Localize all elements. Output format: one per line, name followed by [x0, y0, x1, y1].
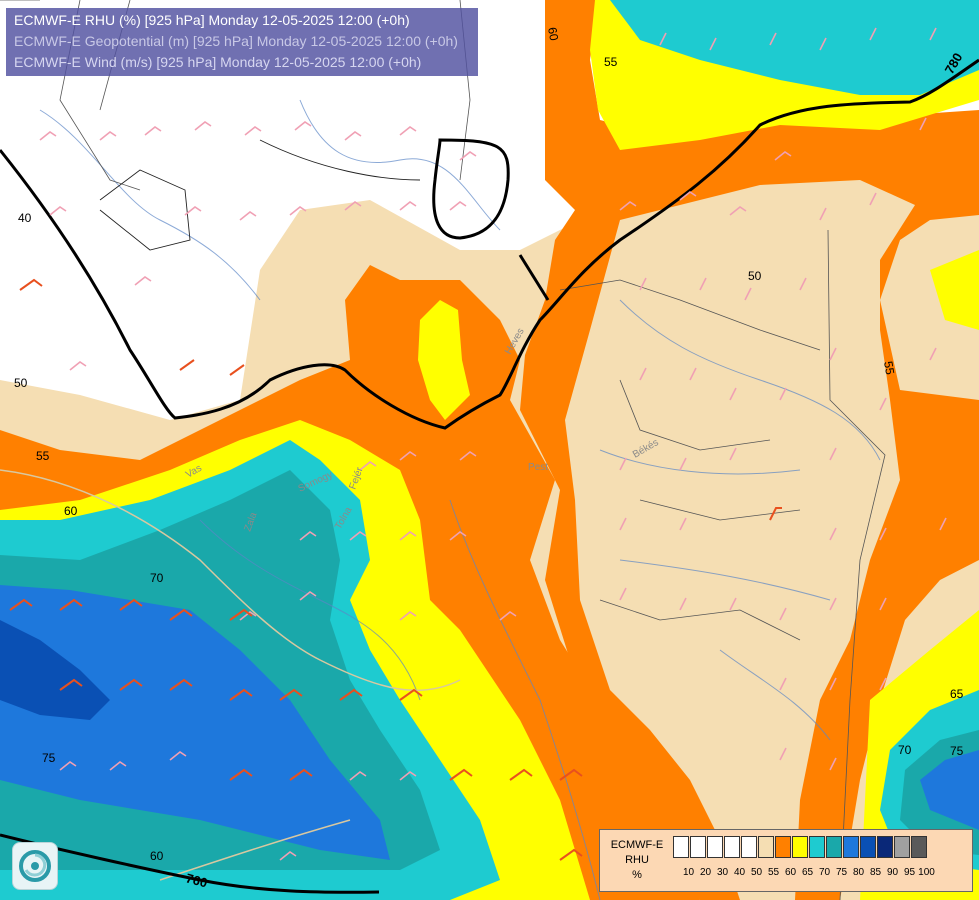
legend-variable: RHU [625, 854, 649, 866]
legend-title: ECMWF-E RHU % [604, 838, 670, 883]
rivers [39, 99, 881, 900]
legend-swatch [860, 836, 876, 858]
legend-swatch [911, 836, 927, 858]
borders [0, 469, 461, 881]
legend-tick-label: 70 [818, 867, 831, 878]
contour-label: 60 [545, 26, 561, 42]
legend-swatch [673, 836, 689, 858]
legend-tick-label: 55 [767, 867, 780, 878]
legend-tick-label: 60 [784, 867, 797, 878]
legend-swatch [843, 836, 859, 858]
legend-tick-label: 65 [801, 867, 814, 878]
legend-ticks: 10 20 30 40 50 55 60 65 70 75 80 85 90 95 100 [680, 867, 935, 878]
contour-label: 70 [150, 571, 164, 585]
contour-label: 55 [36, 449, 50, 463]
contour-label: 50 [14, 376, 28, 390]
legend-swatch [775, 836, 791, 858]
legend-model: ECMWF-E [610, 839, 664, 851]
legend-tick-label: 95 [903, 867, 916, 878]
rhu-80-east [920, 750, 979, 830]
legend-tick-label: 40 [733, 867, 746, 878]
wind-barbs-strong [9, 278, 782, 861]
legend-tick-label: 90 [886, 867, 899, 878]
legend-swatch [826, 836, 842, 858]
legend-tick-label: 30 [716, 867, 729, 878]
legend-swatch [894, 836, 910, 858]
legend-tick-label: 50 [750, 867, 763, 878]
legend-swatch [724, 836, 740, 858]
map-title-box: ECMWF-E RHU (%) [925 hPa] Monday 12-05-2… [6, 8, 478, 76]
legend-tick-label: 80 [852, 867, 865, 878]
color-legend: ECMWF-E RHU % 10 20 30 40 50 55 60 65 70 75 80 85 90… [599, 829, 973, 892]
contour-label: 60 [150, 849, 164, 863]
contour-label: 75 [42, 751, 56, 765]
legend-tick-label: 100 [918, 867, 935, 878]
rhu-85-south [0, 620, 110, 720]
legend-unit: % [632, 869, 642, 881]
contour-label: 55 [604, 55, 618, 69]
legend-swatch [877, 836, 893, 858]
legend-tick-label: 75 [835, 867, 848, 878]
legend-swatches [673, 836, 928, 858]
legend-swatch [758, 836, 774, 858]
contour-label: 75 [950, 744, 964, 758]
legend-tick-label: 20 [699, 867, 712, 878]
rhu-80-south [0, 585, 390, 860]
geopotential-contours [0, 58, 979, 894]
title-rhu: ECMWF-E RHU (%) [925 hPa] Monday 12-05-2… [14, 12, 410, 28]
rhu-70-north [610, 0, 979, 95]
contour-label: 60 [64, 504, 78, 518]
wind-barbs [39, 27, 947, 861]
place-label: Pest [528, 462, 548, 473]
title-wind: ECMWF-E Wind (m/s) [925 hPa] Monday 12-0… [14, 54, 422, 70]
title-geopotential: ECMWF-E Geopotential (m) [925 hPa] Monda… [14, 33, 458, 49]
rhu-55-east [565, 180, 915, 900]
contour-label: 50 [748, 269, 762, 283]
contour-label: 55 [881, 360, 897, 376]
legend-tick-label: 85 [869, 867, 882, 878]
ecmwf-logo-icon [12, 842, 58, 890]
rhu-65-pocket [418, 300, 470, 420]
legend-swatch [741, 836, 757, 858]
contour-label: 65 [950, 687, 964, 701]
legend-swatch [809, 836, 825, 858]
legend-tick-label: 10 [682, 867, 695, 878]
contour-label: 40 [18, 211, 32, 225]
legend-swatch [707, 836, 723, 858]
geopotential-label: 760 [184, 870, 209, 890]
rhu-contour-lines [99, 139, 421, 251]
contour-label: 70 [898, 743, 912, 757]
legend-swatch [690, 836, 706, 858]
legend-swatch [792, 836, 808, 858]
